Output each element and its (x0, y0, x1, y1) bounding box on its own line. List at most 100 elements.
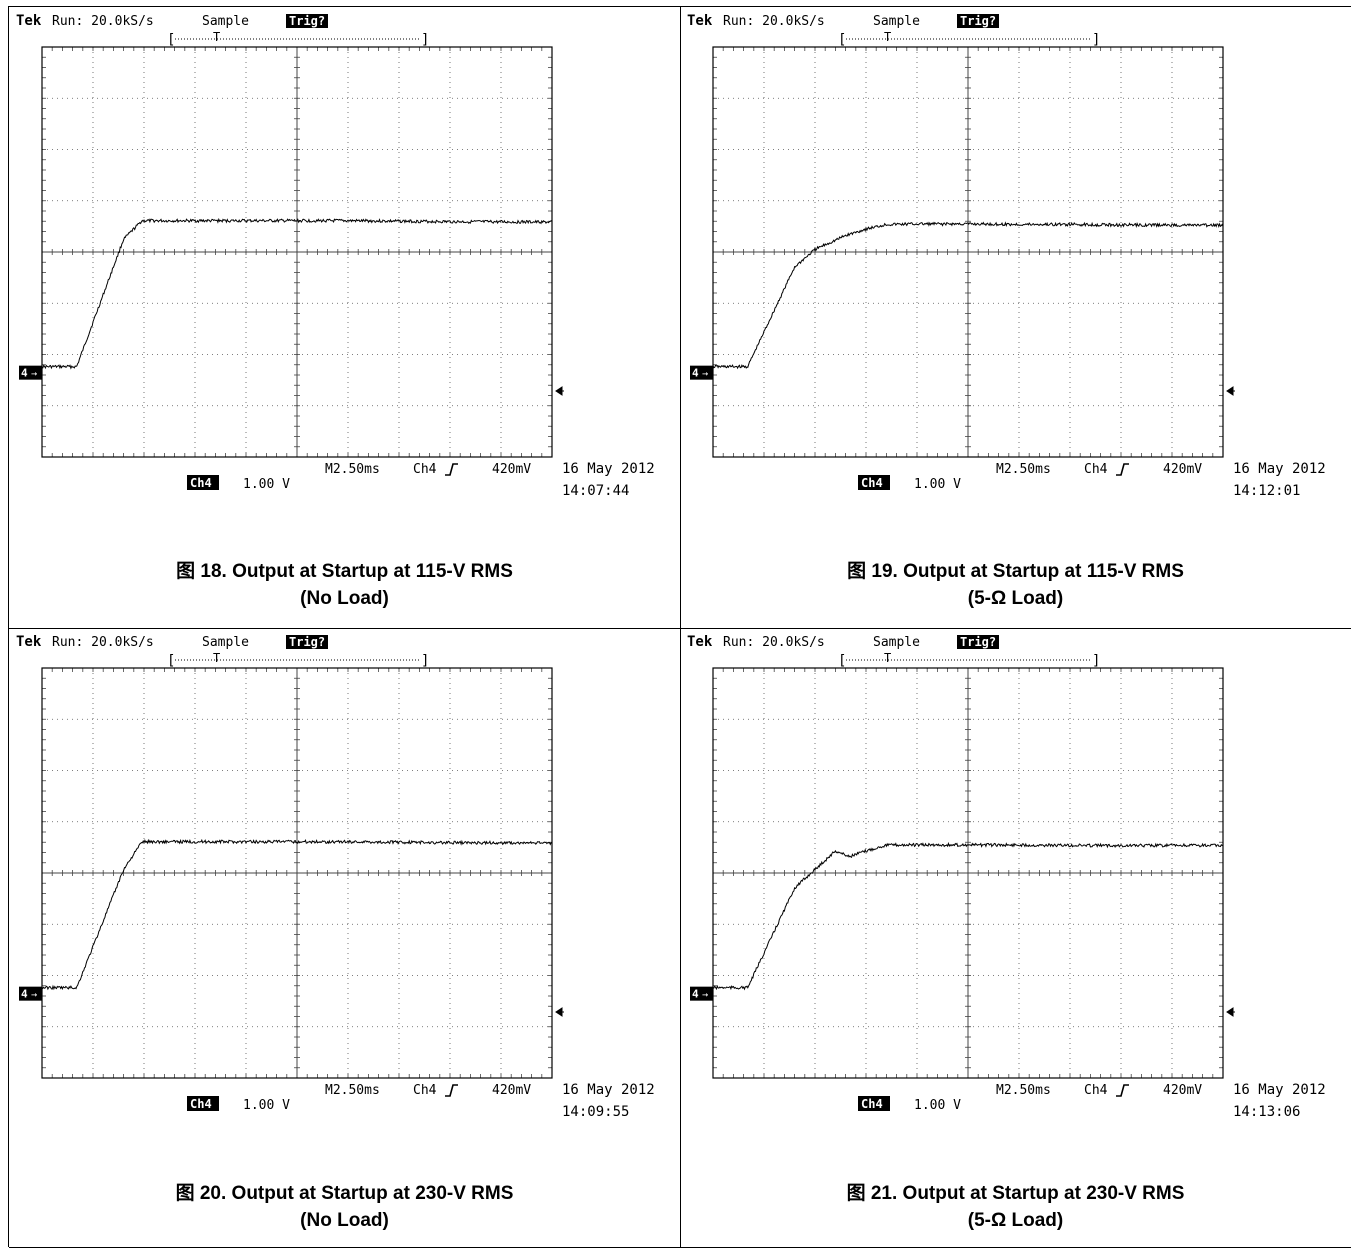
figure-cell-21: Tek Run: 20.0kS/s Sample Trig? [] T 4 → M2.50ms C… (680, 628, 1351, 1248)
record-bracket-right: ] (1092, 653, 1100, 669)
channel-scale: 1.00 V (914, 1098, 961, 1113)
date-readout: 16 May 2012 (1233, 461, 1326, 477)
trig-status: Trig? (960, 14, 996, 28)
channel-ground-marker (690, 986, 713, 1001)
trig-badge (286, 14, 328, 28)
figure-cell-18: Tek Run: 20.0kS/s Sample Trig? [] T 4 → M2.50ms C… (9, 7, 681, 629)
acq-rate: Run: 20.0kS/s (52, 14, 154, 29)
channel-marker-arrow: → (31, 990, 37, 1001)
channel-badge (187, 1096, 219, 1111)
trigger-position-marker: T (884, 30, 891, 44)
trigger-slope-icon (445, 1084, 458, 1097)
graticule (41, 46, 553, 458)
trigger-source: Ch4 (413, 462, 437, 477)
trig-status: Trig? (289, 14, 325, 28)
record-bracket-right: ] (421, 32, 429, 48)
trig-badge (957, 635, 999, 649)
channel-marker-label: 4 (21, 988, 28, 1001)
channel-scale: 1.00 V (914, 477, 961, 492)
channel-marker-arrow: → (702, 990, 708, 1001)
trigger-position-marker: T (213, 30, 220, 44)
scope-screen: Tek Run: 20.0kS/s Sample Trig? [] T 4 → M2.50ms C… (687, 634, 1326, 1120)
trig-badge (957, 14, 999, 28)
trigger-source: Ch4 (413, 1083, 437, 1098)
plot-frame (41, 667, 553, 1079)
trigger-level-arrow (1226, 1007, 1235, 1017)
record-bracket-left: [ (838, 653, 846, 669)
brand-label: Tek (16, 634, 42, 650)
plot-frame (41, 46, 553, 458)
caption-title: 图 20. Output at Startup at 230-V RMS (175, 1183, 514, 1204)
trigger-slope-icon (1116, 1084, 1129, 1097)
plot-frame (712, 46, 1224, 458)
channel-ground-marker (690, 365, 713, 380)
figure-caption: 图 19. Output at Startup at 115-V RMS (5-… (680, 558, 1351, 612)
graticule (712, 46, 1224, 458)
channel-marker-label: 4 (21, 367, 28, 380)
timebase-readout: M2.50ms (996, 1083, 1051, 1098)
channel-badge-label: Ch4 (190, 1097, 212, 1111)
plot-frame (712, 667, 1224, 1079)
trigger-position-marker: T (884, 651, 891, 665)
date-readout: 16 May 2012 (562, 461, 655, 477)
acq-rate: Run: 20.0kS/s (52, 635, 154, 650)
channel-badge-label: Ch4 (861, 476, 883, 490)
date-readout: 16 May 2012 (1233, 1082, 1326, 1098)
record-bracket-left: [ (167, 32, 175, 48)
trigger-level-arrow (555, 1007, 564, 1017)
trigger-level-readout: 420mV (492, 1083, 531, 1098)
timebase-readout: M2.50ms (996, 462, 1051, 477)
channel-scale: 1.00 V (243, 477, 290, 492)
record-bracket-left: [ (167, 653, 175, 669)
trigger-level-arrow (1226, 386, 1235, 396)
scope-screen: Tek Run: 20.0kS/s Sample Trig? [] T 4 → M2.50ms C… (16, 13, 655, 499)
caption-title: 图 18. Output at Startup at 115-V RMS (176, 561, 513, 582)
time-readout: 14:12:01 (1233, 483, 1300, 499)
scope-screen: Tek Run: 20.0kS/s Sample Trig? [] T 4 → M2.50ms C… (16, 634, 655, 1120)
brand-label: Tek (16, 13, 42, 29)
trigger-level-readout: 420mV (1163, 1083, 1202, 1098)
trigger-level-readout: 420mV (1163, 462, 1202, 477)
graticule (41, 667, 553, 1079)
trig-badge (286, 635, 328, 649)
caption-subtitle: (No Load) (300, 1210, 389, 1231)
acq-rate: Run: 20.0kS/s (723, 635, 825, 650)
figure-caption: 图 21. Output at Startup at 230-V RMS (5-… (680, 1180, 1351, 1234)
channel-badge (858, 1096, 890, 1111)
scope-screen: Tek Run: 20.0kS/s Sample Trig? [] T 4 → M2.50ms C… (687, 13, 1326, 499)
timebase-readout: M2.50ms (325, 462, 380, 477)
acq-mode: Sample (202, 635, 249, 650)
acq-mode: Sample (873, 14, 920, 29)
trigger-level-readout: 420mV (492, 462, 531, 477)
figure-caption: 图 18. Output at Startup at 115-V RMS (No… (9, 558, 680, 612)
caption-subtitle: (No Load) (300, 588, 389, 609)
channel-marker-label: 4 (692, 367, 699, 380)
record-bracket-left: [ (838, 32, 846, 48)
brand-label: Tek (687, 634, 713, 650)
trigger-source: Ch4 (1084, 1083, 1108, 1098)
caption-title: 图 21. Output at Startup at 230-V RMS (846, 1183, 1185, 1204)
trigger-level-arrow (555, 386, 564, 396)
graticule (712, 667, 1224, 1079)
channel-ground-marker (19, 986, 42, 1001)
trigger-source: Ch4 (1084, 462, 1108, 477)
channel-marker-label: 4 (692, 988, 699, 1001)
caption-title: 图 19. Output at Startup at 115-V RMS (847, 561, 1184, 582)
trig-status: Trig? (289, 635, 325, 649)
caption-subtitle: (5-Ω Load) (967, 588, 1064, 609)
channel-badge-label: Ch4 (861, 1097, 883, 1111)
figure-cell-19: Tek Run: 20.0kS/s Sample Trig? [] T 4 → M2.50ms C… (680, 7, 1351, 629)
trigger-position-marker: T (213, 651, 220, 665)
caption-subtitle: (5-Ω Load) (967, 1210, 1064, 1231)
trig-status: Trig? (960, 635, 996, 649)
waveform-ch4 (712, 841, 1224, 991)
waveform-ch4 (712, 221, 1224, 370)
channel-badge (187, 475, 219, 490)
acq-mode: Sample (202, 14, 249, 29)
acq-mode: Sample (873, 635, 920, 650)
record-bracket-right: ] (421, 653, 429, 669)
date-readout: 16 May 2012 (562, 1082, 655, 1098)
trigger-slope-icon (445, 463, 458, 476)
waveform-ch4 (41, 838, 553, 991)
channel-marker-arrow: → (702, 369, 708, 380)
